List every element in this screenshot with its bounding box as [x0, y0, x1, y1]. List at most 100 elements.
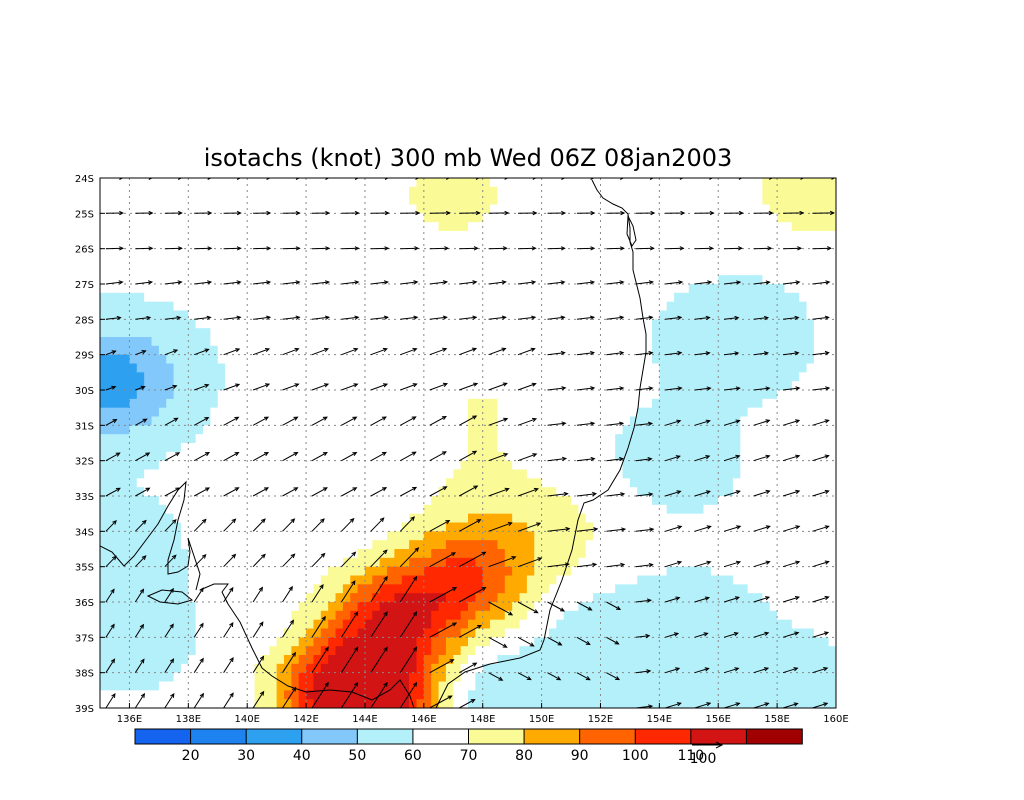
shading-cell	[703, 213, 712, 223]
shading-cell	[519, 549, 528, 559]
shading-cell	[571, 222, 579, 232]
shading-cell	[350, 469, 359, 479]
shading-cell	[122, 602, 131, 612]
shading-cell	[247, 646, 256, 656]
shading-cell	[180, 655, 189, 665]
shading-cell	[357, 257, 366, 267]
shading-cell	[122, 646, 131, 656]
shading-cell	[556, 504, 565, 515]
shading-cell	[372, 381, 381, 391]
shading-cell	[468, 610, 476, 621]
shading-cell	[556, 354, 565, 365]
shading-cell	[556, 425, 565, 435]
shading-cell	[445, 178, 454, 188]
shading-cell	[622, 557, 631, 568]
shading-cell	[468, 390, 476, 400]
shading-cell	[166, 434, 175, 444]
shading-cell	[276, 178, 285, 188]
shading-cell	[328, 248, 337, 259]
shading-cell	[217, 178, 226, 188]
shading-cell	[696, 337, 705, 347]
shading-cell	[512, 301, 521, 312]
shading-cell	[247, 681, 256, 691]
shading-cell	[379, 593, 388, 603]
shading-cell	[239, 504, 248, 515]
shading-cell	[688, 522, 697, 532]
shading-cell	[225, 292, 234, 303]
shading-cell	[504, 239, 513, 250]
shading-cell	[225, 186, 234, 197]
shading-cell	[548, 575, 557, 585]
shading-cell	[401, 593, 410, 603]
shading-cell	[180, 390, 189, 400]
shading-cell	[284, 637, 292, 647]
shading-cell	[276, 266, 285, 276]
shading-cell	[122, 275, 131, 285]
shading-cell	[232, 513, 241, 524]
shading-cell	[136, 637, 145, 647]
shading-cell	[578, 513, 587, 524]
shading-cell	[166, 301, 175, 312]
shading-cell	[261, 328, 270, 338]
shading-cell	[681, 540, 690, 550]
shading-cell	[100, 487, 108, 497]
shading-cell	[578, 310, 587, 320]
shading-cell	[394, 443, 403, 453]
shading-cell	[210, 425, 219, 435]
shading-cell	[254, 690, 263, 700]
shading-cell	[136, 575, 145, 585]
shading-cell	[468, 619, 476, 630]
shading-cell	[232, 310, 241, 320]
shading-cell	[225, 504, 234, 515]
shading-cell	[438, 425, 447, 435]
shading-cell	[445, 292, 454, 303]
shading-cell	[203, 204, 211, 214]
shading-cell	[166, 213, 175, 223]
shading-cell	[239, 390, 248, 400]
shading-cell	[328, 231, 337, 241]
shading-cell	[526, 390, 535, 400]
shading-cell	[607, 204, 616, 214]
shading-cell	[571, 672, 579, 683]
shading-cell	[445, 345, 454, 356]
shading-cell	[615, 540, 624, 550]
shading-cell	[585, 416, 594, 426]
shading-cell	[210, 390, 219, 400]
shading-cell	[276, 434, 285, 444]
shading-cell	[357, 425, 366, 435]
shading-cell	[232, 284, 241, 294]
shading-cell	[210, 593, 219, 603]
shading-cell	[629, 266, 638, 276]
shading-cell	[696, 602, 705, 612]
shading-cell	[607, 531, 616, 541]
shading-cell	[284, 178, 292, 188]
shading-cell	[526, 584, 535, 594]
shading-cell	[313, 637, 322, 647]
shading-cell	[475, 584, 484, 594]
shading-cell	[504, 504, 513, 515]
shading-cell	[276, 284, 285, 294]
shading-cell	[217, 628, 226, 638]
shading-cell	[585, 213, 594, 223]
shading-cell	[460, 416, 469, 426]
shading-cell	[571, 257, 579, 267]
shading-cell	[122, 637, 131, 647]
shading-cell	[622, 699, 631, 708]
shading-cell	[468, 602, 476, 612]
shading-cell	[644, 522, 653, 532]
shading-cell	[357, 504, 366, 515]
shading-cell	[276, 557, 285, 568]
shading-cell	[100, 496, 108, 506]
shading-cell	[217, 434, 226, 444]
shading-cell	[328, 328, 337, 338]
shading-cell	[254, 231, 263, 241]
shading-cell	[372, 672, 381, 683]
shading-cell	[497, 619, 506, 630]
shading-cell	[328, 434, 337, 444]
shading-cell	[696, 593, 705, 603]
shading-cell	[114, 549, 123, 559]
shading-cell	[239, 663, 248, 674]
shading-cell	[615, 425, 624, 435]
shading-cell	[269, 610, 278, 621]
shading-cell	[445, 540, 454, 550]
